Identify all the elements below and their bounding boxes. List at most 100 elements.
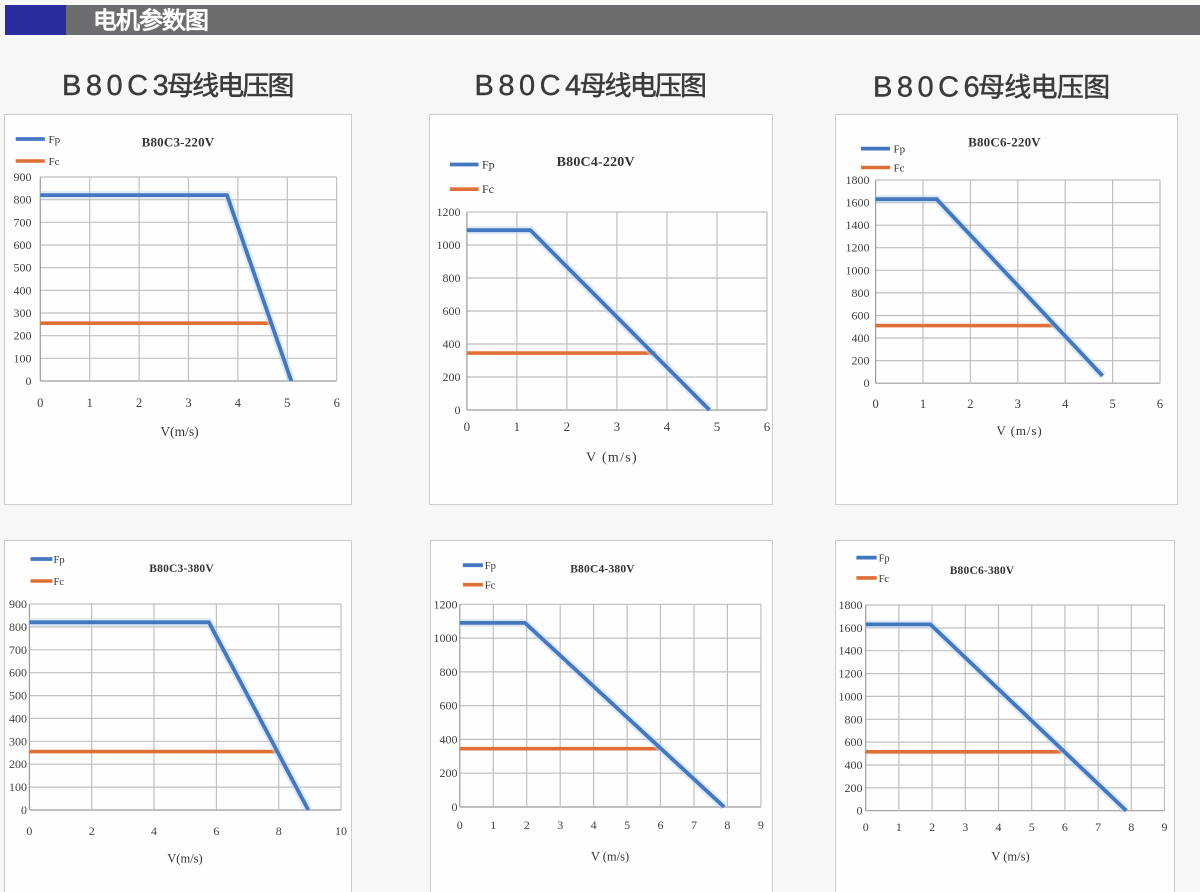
svg-text:200: 200	[852, 354, 870, 368]
svg-text:3: 3	[557, 818, 563, 832]
svg-text:400: 400	[443, 337, 461, 351]
svg-text:600: 600	[852, 309, 870, 323]
svg-text:4: 4	[235, 396, 242, 410]
svg-text:6: 6	[213, 824, 219, 838]
svg-text:0: 0	[457, 818, 463, 832]
svg-text:2: 2	[967, 397, 973, 411]
svg-text:6: 6	[764, 419, 771, 434]
svg-text:1: 1	[490, 818, 496, 832]
svg-text:800: 800	[845, 712, 863, 726]
svg-text:6: 6	[658, 818, 664, 832]
svg-text:400: 400	[14, 283, 32, 297]
svg-text:800: 800	[14, 193, 32, 207]
svg-text:6: 6	[334, 396, 340, 410]
svg-text:2: 2	[929, 820, 935, 834]
svg-text:B80C4-380V: B80C4-380V	[570, 564, 635, 576]
svg-text:7: 7	[1095, 820, 1101, 834]
svg-text:V(m/s): V(m/s)	[167, 852, 202, 866]
svg-text:1200: 1200	[839, 667, 863, 681]
svg-text:Fp: Fp	[49, 134, 61, 146]
svg-text:1: 1	[514, 419, 521, 434]
svg-text:Fp: Fp	[485, 561, 496, 572]
svg-text:0: 0	[464, 419, 471, 434]
svg-text:800: 800	[440, 665, 458, 679]
svg-text:200: 200	[9, 757, 27, 771]
svg-text:0: 0	[863, 820, 869, 834]
svg-text:6: 6	[1157, 397, 1163, 411]
svg-text:1800: 1800	[839, 598, 863, 612]
svg-text:10: 10	[335, 824, 347, 838]
svg-text:3: 3	[614, 419, 621, 434]
svg-text:1400: 1400	[846, 218, 870, 232]
svg-text:400: 400	[440, 732, 458, 746]
svg-text:200: 200	[443, 370, 461, 384]
svg-text:800: 800	[443, 271, 461, 285]
svg-text:B80C6: B80C6	[873, 72, 984, 104]
svg-text:8: 8	[1128, 820, 1134, 834]
svg-text:600: 600	[440, 699, 458, 713]
svg-text:100: 100	[14, 351, 32, 365]
svg-text:5: 5	[284, 396, 290, 410]
svg-text:1: 1	[920, 397, 926, 411]
svg-text:0: 0	[21, 803, 27, 817]
svg-text:600: 600	[9, 666, 27, 680]
svg-text:100: 100	[9, 780, 27, 794]
svg-text:B80C6-380V: B80C6-380V	[950, 565, 1015, 577]
svg-text:600: 600	[845, 735, 863, 749]
svg-text:1000: 1000	[437, 238, 461, 252]
svg-text:0: 0	[864, 376, 870, 390]
svg-text:1000: 1000	[839, 689, 863, 703]
svg-text:V (m/s): V (m/s)	[991, 850, 1029, 864]
svg-text:4: 4	[1062, 397, 1069, 411]
svg-text:300: 300	[14, 306, 32, 320]
svg-text:2: 2	[524, 818, 530, 832]
svg-text:1200: 1200	[846, 241, 870, 255]
svg-text:2: 2	[564, 419, 571, 434]
svg-text:5: 5	[1029, 820, 1035, 834]
svg-text:1600: 1600	[839, 621, 863, 635]
svg-text:V (m/s): V (m/s)	[586, 451, 638, 466]
svg-text:8: 8	[276, 824, 282, 838]
svg-text:3: 3	[185, 396, 191, 410]
svg-text:300: 300	[9, 734, 27, 748]
svg-text:Fc: Fc	[482, 182, 494, 196]
svg-text:200: 200	[440, 766, 458, 780]
svg-text:B80C6-220V: B80C6-220V	[968, 135, 1041, 150]
svg-text:700: 700	[14, 215, 32, 229]
svg-text:0: 0	[26, 824, 32, 838]
svg-text:400: 400	[845, 758, 863, 772]
svg-text:0: 0	[455, 403, 461, 417]
svg-text:900: 900	[14, 170, 32, 184]
svg-text:Fc: Fc	[485, 581, 496, 592]
svg-text:6: 6	[1062, 820, 1068, 834]
svg-text:Fp: Fp	[894, 144, 906, 156]
svg-text:B80C3-380V: B80C3-380V	[149, 563, 214, 575]
svg-text:V (m/s): V (m/s)	[996, 423, 1042, 438]
svg-text:1: 1	[87, 396, 93, 410]
svg-text:3: 3	[962, 820, 968, 834]
svg-text:1: 1	[896, 820, 902, 834]
svg-text:700: 700	[9, 643, 27, 657]
svg-text:200: 200	[845, 781, 863, 795]
svg-text:900: 900	[9, 597, 27, 611]
svg-text:1000: 1000	[434, 631, 458, 645]
svg-text:0: 0	[452, 800, 458, 814]
svg-text:4: 4	[591, 818, 597, 832]
svg-text:800: 800	[852, 286, 870, 300]
svg-text:4: 4	[996, 820, 1002, 834]
svg-text:1200: 1200	[437, 205, 461, 219]
svg-text:500: 500	[9, 689, 27, 703]
svg-text:4: 4	[151, 824, 157, 838]
svg-text:1800: 1800	[846, 173, 870, 187]
svg-text:8: 8	[724, 818, 730, 832]
svg-text:2: 2	[136, 396, 142, 410]
svg-text:600: 600	[443, 304, 461, 318]
svg-text:V(m/s): V(m/s)	[160, 424, 198, 439]
svg-text:800: 800	[9, 620, 27, 634]
svg-text:B80C4: B80C4	[475, 70, 586, 102]
svg-text:B80C3-220V: B80C3-220V	[142, 135, 215, 150]
svg-text:3: 3	[1015, 397, 1021, 411]
svg-text:Fc: Fc	[879, 574, 890, 585]
svg-text:Fc: Fc	[54, 577, 65, 588]
svg-text:0: 0	[37, 396, 43, 410]
